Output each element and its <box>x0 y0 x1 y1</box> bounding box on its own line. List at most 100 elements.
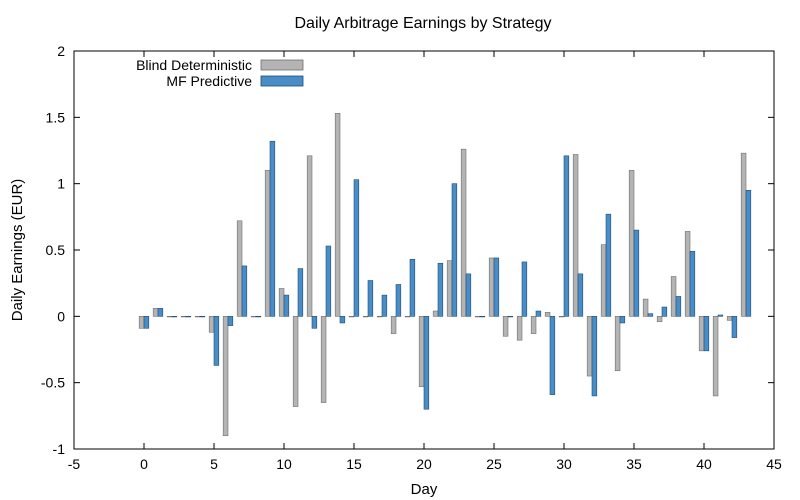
blind-deterministic-bar-day-19 <box>404 316 411 318</box>
legend-swatch-mf-predictive <box>260 75 304 87</box>
blind-deterministic-bar-day-27 <box>516 316 523 341</box>
blind-deterministic-bar-day-15 <box>348 316 355 318</box>
x-axis-label: Day <box>411 481 438 498</box>
y-tick-label: 0 <box>57 308 65 324</box>
mf-predictive-bar-day-1 <box>157 308 164 317</box>
blind-deterministic-bar-day-28 <box>530 316 537 334</box>
mf-predictive-bar-day-9 <box>269 140 276 317</box>
legend-label-mf-predictive: MF Predictive <box>166 73 252 89</box>
mf-predictive-bar-day-30 <box>563 155 570 317</box>
blind-deterministic-bar-day-21 <box>432 310 439 317</box>
mf-predictive-bar-day-18 <box>395 284 402 317</box>
axis-ticks: -5 0 5 10 15 20 25 30 35 40 45 -1 -0.5 0 0.5 1 1.5 2 <box>41 43 782 472</box>
mf-predictive-bar-day-10 <box>283 294 290 317</box>
x-tick-label: 15 <box>346 456 362 472</box>
mf-predictive-bar-day-32 <box>591 316 598 397</box>
blind-deterministic-bar-day-32 <box>586 316 593 377</box>
mf-predictive-bar-day-7 <box>241 265 248 317</box>
x-tick-label: 0 <box>140 456 148 472</box>
blind-deterministic-bar-day-30 <box>558 316 565 318</box>
mf-predictive-bar-day-20 <box>423 316 430 410</box>
mf-predictive-bar-day-19 <box>409 258 416 317</box>
blind-deterministic-bar-day-42 <box>726 316 733 321</box>
mf-predictive-bar-day-17 <box>381 294 388 317</box>
mf-predictive-bar-day-35 <box>633 229 640 317</box>
mf-predictive-bar-day-28 <box>535 310 542 317</box>
mf-predictive-bar-day-42 <box>731 316 738 338</box>
x-tick-label: 35 <box>626 456 642 472</box>
blind-deterministic-bar-day-24 <box>474 316 481 318</box>
mf-predictive-bar-day-13 <box>325 245 332 317</box>
blind-deterministic-bar-day-25 <box>488 257 495 317</box>
mf-predictive-bar-day-3 <box>185 316 192 318</box>
y-tick-label: 2 <box>57 43 65 59</box>
blind-deterministic-bar-day-5 <box>208 316 215 333</box>
mf-predictive-bar-day-8 <box>255 316 262 318</box>
legend-swatch-blind-deterministic <box>260 59 304 71</box>
blind-deterministic-bar-day-20 <box>418 316 425 387</box>
blind-deterministic-bar-day-8 <box>250 316 257 318</box>
mf-predictive-bar-day-33 <box>605 213 612 317</box>
y-axis-label: Daily Earnings (EUR) <box>9 179 26 322</box>
blind-deterministic-bar-day-3 <box>180 316 187 318</box>
mf-predictive-bar-day-41 <box>717 314 724 317</box>
x-tick-label: 20 <box>416 456 432 472</box>
blind-deterministic-bar-day-40 <box>698 316 705 352</box>
blind-deterministic-bar-day-10 <box>278 288 285 317</box>
mf-predictive-bar-day-29 <box>549 316 556 395</box>
mf-predictive-bar-day-0 <box>143 316 150 329</box>
blind-deterministic-bar-day-29 <box>544 312 551 317</box>
blind-deterministic-bar-day-11 <box>292 316 299 407</box>
mf-predictive-bar-day-26 <box>507 316 514 318</box>
blind-deterministic-bar-day-12 <box>306 155 313 317</box>
blind-deterministic-bar-day-39 <box>684 231 691 317</box>
mf-predictive-bar-day-31 <box>577 273 584 317</box>
mf-predictive-bar-day-4 <box>199 316 206 318</box>
x-tick-label: 40 <box>696 456 712 472</box>
blind-deterministic-bar-day-2 <box>166 316 173 318</box>
mf-predictive-bar-day-5 <box>213 316 220 366</box>
mf-predictive-bar-day-24 <box>479 316 486 318</box>
mf-predictive-bar-day-39 <box>689 251 696 317</box>
x-tick-label: 45 <box>766 456 782 472</box>
mf-predictive-bar-day-25 <box>493 257 500 317</box>
x-tick-label: 25 <box>486 456 502 472</box>
blind-deterministic-bar-day-41 <box>712 316 719 397</box>
blind-deterministic-bar-day-4 <box>194 316 201 318</box>
blind-deterministic-bar-day-43 <box>740 152 747 317</box>
mf-predictive-bar-day-22 <box>451 183 458 317</box>
mf-predictive-bar-day-2 <box>171 316 178 318</box>
bars-group <box>138 113 752 437</box>
blind-deterministic-bar-day-18 <box>390 316 397 334</box>
mf-predictive-bar-day-40 <box>703 316 710 352</box>
chart-title: Daily Arbitrage Earnings by Strategy <box>294 15 551 32</box>
blind-deterministic-bar-day-36 <box>642 298 649 317</box>
blind-deterministic-bar-day-9 <box>264 170 271 317</box>
mf-predictive-bar-day-16 <box>367 280 374 317</box>
blind-deterministic-bar-day-34 <box>614 316 621 372</box>
mf-predictive-bar-day-34 <box>619 316 626 324</box>
x-tick-label: -5 <box>68 456 81 472</box>
legend-label-blind-deterministic: Blind Deterministic <box>136 57 252 73</box>
blind-deterministic-bar-day-7 <box>236 220 243 317</box>
x-tick-label: 30 <box>556 456 572 472</box>
blind-deterministic-bar-day-16 <box>362 316 369 318</box>
blind-deterministic-bar-day-38 <box>670 276 677 317</box>
blind-deterministic-bar-day-33 <box>600 244 607 317</box>
mf-predictive-bar-day-23 <box>465 273 472 317</box>
mf-predictive-bar-day-36 <box>647 313 654 317</box>
x-tick-label: 5 <box>210 456 218 472</box>
blind-deterministic-bar-day-1 <box>152 308 159 317</box>
blind-deterministic-bar-day-37 <box>656 316 663 322</box>
blind-deterministic-bar-day-22 <box>446 260 453 317</box>
blind-deterministic-bar-day-13 <box>320 316 327 403</box>
mf-predictive-bar-day-21 <box>437 262 444 317</box>
blind-deterministic-bar-day-35 <box>628 170 635 317</box>
y-tick-label: 0.5 <box>46 242 66 258</box>
mf-predictive-bar-day-15 <box>353 179 360 317</box>
mf-predictive-bar-day-11 <box>297 268 304 317</box>
mf-predictive-bar-day-38 <box>675 296 682 317</box>
y-tick-label: 1 <box>57 176 65 192</box>
